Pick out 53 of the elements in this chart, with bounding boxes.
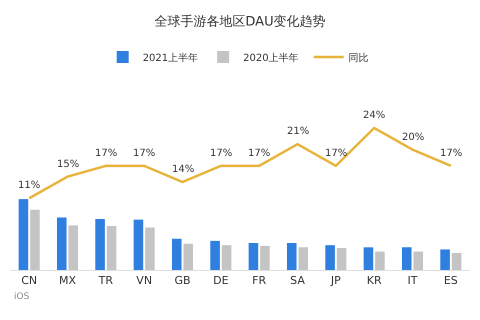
legend-label: 2020上半年 bbox=[243, 52, 299, 64]
bar bbox=[172, 238, 182, 270]
data-label: 24% bbox=[363, 110, 386, 121]
bar bbox=[134, 220, 144, 270]
data-label: 17% bbox=[95, 148, 118, 159]
x-tick-label: JP bbox=[330, 274, 342, 288]
data-label: 20% bbox=[402, 132, 424, 143]
bar bbox=[30, 210, 40, 270]
data-label: 17% bbox=[325, 148, 348, 159]
bar bbox=[183, 244, 194, 270]
bar bbox=[145, 227, 155, 270]
bar bbox=[452, 252, 462, 270]
legend-label: 同比 bbox=[348, 52, 369, 64]
bar bbox=[222, 245, 232, 270]
x-tick-label: IT bbox=[408, 274, 418, 288]
x-tick-label: CN bbox=[21, 274, 38, 288]
bar bbox=[413, 252, 424, 270]
bar bbox=[440, 249, 450, 270]
bar bbox=[364, 247, 374, 270]
bar bbox=[106, 226, 116, 270]
bar bbox=[325, 245, 335, 270]
bar bbox=[298, 247, 308, 270]
legend-label: 2021上半年 bbox=[142, 52, 198, 64]
x-tick-label: ES bbox=[444, 274, 458, 288]
bar bbox=[375, 252, 385, 270]
x-tick-label: SA bbox=[290, 274, 306, 288]
x-tick-label: DE bbox=[213, 274, 229, 288]
data-label: 17% bbox=[440, 148, 462, 159]
data-label: 17% bbox=[133, 148, 156, 159]
x-tick-label: TR bbox=[98, 274, 114, 288]
data-label: 17% bbox=[210, 148, 232, 159]
data-label: 15% bbox=[57, 159, 80, 170]
x-tick-label: KR bbox=[366, 274, 382, 288]
bar bbox=[210, 240, 220, 270]
data-label: 11% bbox=[18, 180, 40, 191]
bar bbox=[286, 243, 297, 270]
text: iOS bbox=[14, 292, 30, 302]
bar bbox=[248, 243, 258, 270]
x-tick-label: MX bbox=[58, 274, 76, 288]
bar bbox=[18, 199, 28, 270]
bar bbox=[336, 248, 346, 270]
bar bbox=[95, 218, 105, 270]
bar bbox=[56, 218, 67, 270]
data-label: 21% bbox=[287, 126, 310, 137]
bar bbox=[402, 247, 412, 270]
bar bbox=[68, 225, 78, 270]
data-label: 17% bbox=[248, 148, 270, 159]
bar bbox=[260, 246, 270, 270]
data-label: 14% bbox=[172, 164, 194, 175]
x-tick-label: FR bbox=[252, 274, 267, 288]
x-tick-label: GB bbox=[174, 274, 191, 288]
chart-title: 全球手游各地区DAU变化趋势 bbox=[154, 14, 326, 30]
x-tick-label: VN bbox=[136, 274, 152, 288]
